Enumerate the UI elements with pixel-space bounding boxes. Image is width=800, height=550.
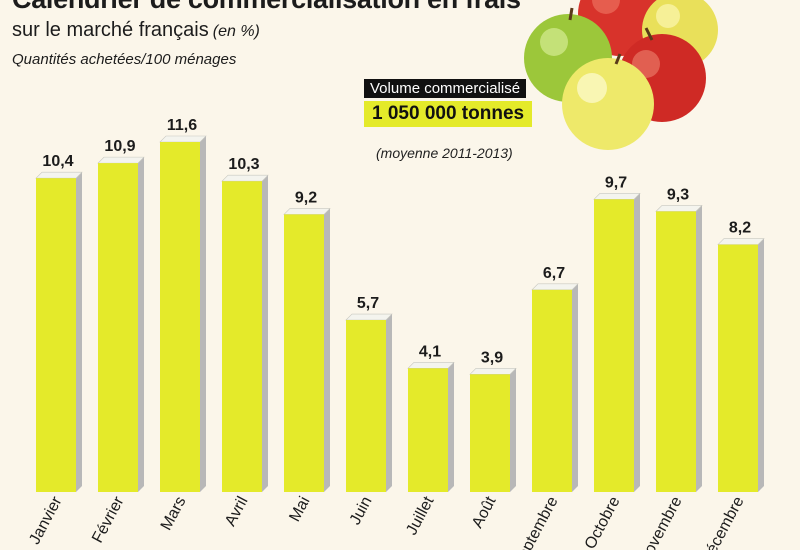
apples-illustration (524, 0, 718, 150)
x-tick-label: Novembre (636, 494, 686, 550)
bar-group: 6,7 Septembre (510, 265, 579, 550)
x-tick-label: Décembre (698, 494, 748, 550)
bar (594, 199, 634, 493)
bar-top (655, 205, 703, 212)
bar (470, 374, 510, 492)
volume-info-box: Volume commercialisé 1 050 000 tonnes (364, 79, 533, 127)
bar-top (345, 313, 393, 321)
bar-group: 9,2 Mai (283, 189, 331, 525)
bar-top (531, 283, 579, 291)
bar-group: 10,9 Février (89, 138, 145, 546)
x-tick-label: Août (469, 493, 500, 531)
bar (408, 368, 448, 492)
data-label: 6,7 (543, 265, 565, 282)
apple-yellow-front (562, 53, 654, 150)
bar-side (634, 193, 640, 493)
bar-group: 10,3 Avril (221, 156, 269, 529)
bar-side (262, 175, 268, 493)
bar-group: 4,1 Juillet (403, 343, 455, 538)
x-tick-label: Mai (286, 494, 313, 525)
chart-title: Calendrier de commercialisation en frais (12, 0, 521, 15)
data-label: 9,3 (667, 186, 689, 203)
subtitle-unit: (en %) (212, 23, 260, 40)
data-label: 3,9 (481, 349, 503, 366)
bar (160, 142, 200, 492)
data-label: 8,2 (729, 220, 751, 237)
bar-group: 11,6 Mars (158, 117, 207, 533)
bar (532, 289, 572, 492)
bar-side (758, 238, 764, 492)
x-tick-label: Février (89, 493, 128, 546)
x-tick-label: Octobre (582, 494, 624, 550)
bar-side (386, 314, 392, 492)
bar-top (35, 171, 83, 179)
bar (346, 320, 386, 492)
x-tick-label: Septembre (510, 494, 562, 550)
bar (222, 181, 262, 493)
bar-top (593, 193, 641, 200)
bar-side (324, 208, 330, 492)
bar-group: 8,2 Décembre (698, 220, 765, 550)
bar-top (159, 135, 207, 143)
bar-top (97, 156, 145, 164)
bar-group: 9,7 Octobre (582, 174, 641, 550)
volume-value: 1 050 000 tonnes (364, 101, 533, 127)
subtitle-text: sur le marché français (12, 19, 209, 41)
bar-top (221, 174, 269, 182)
chart-subtitle-secondary: Quantités achetées/100 ménages (12, 51, 237, 68)
bar-side (200, 136, 206, 492)
bar-top (469, 368, 517, 375)
chart-subtitle: sur le marché français (en %) (12, 19, 260, 42)
x-tick-label: Avril (222, 494, 251, 529)
bar-side (76, 172, 82, 492)
bar (656, 211, 696, 492)
bar-side (138, 157, 144, 492)
bar-top (717, 238, 765, 245)
bar (718, 244, 758, 492)
data-label: 4,1 (419, 343, 441, 360)
volume-note: (moyenne 2011-2013) (376, 145, 513, 161)
bar-group: 5,7 Juin (345, 295, 393, 528)
data-label: 10,3 (228, 156, 259, 173)
data-label: 10,4 (42, 153, 73, 170)
bar-group: 10,4 Janvier (26, 153, 83, 547)
data-label: 9,2 (295, 189, 317, 206)
bar-side (510, 368, 516, 492)
bar (284, 214, 324, 492)
bar (98, 163, 138, 492)
data-label: 5,7 (357, 295, 379, 312)
x-tick-label: Mars (158, 494, 190, 533)
bar-group: 9,3 Novembre (636, 186, 703, 550)
bar-side (696, 205, 702, 492)
volume-label: Volume commercialisé (364, 79, 527, 98)
bar-top (407, 361, 455, 369)
data-label: 11,6 (167, 117, 197, 134)
bar-group: 3,9 Août (469, 349, 517, 531)
x-tick-label: Juillet (403, 493, 437, 538)
x-tick-label: Janvier (26, 493, 66, 547)
x-tick-label: Juin (347, 494, 376, 528)
bar-side (572, 283, 578, 492)
bar-side (448, 362, 454, 492)
data-label: 9,7 (605, 174, 627, 191)
bar-top (283, 208, 331, 215)
bar (36, 178, 76, 492)
data-label: 10,9 (104, 138, 135, 155)
